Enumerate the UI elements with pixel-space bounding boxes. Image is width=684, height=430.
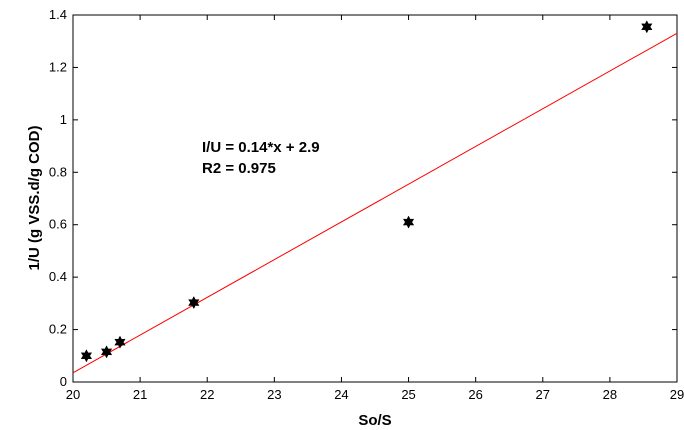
y-tick-label: 0.8 [49,164,67,179]
y-tick-label: 1.2 [49,59,67,74]
data-point-star [402,215,415,229]
data-point-star [80,349,93,363]
y-tick-label: 0.6 [49,217,67,232]
x-axis-title: So/S [358,412,391,429]
x-tick-label: 24 [334,387,348,402]
axis-ticks [72,14,678,383]
y-tick-labels: 0 0.2 0.4 0.6 0.8 1 1.2 1.4 [49,7,67,389]
annotation-equation: I/U = 0.14*x + 2.9 [202,139,320,156]
data-point-star [188,296,200,310]
x-tick-label: 20 [66,387,80,402]
x-tick-label: 28 [603,387,617,402]
x-tick-label: 23 [267,387,281,402]
y-tick-label: 1 [60,112,67,127]
x-tick-label: 27 [536,387,550,402]
fit-line [72,32,678,374]
y-axis-title: 1/U (g VSS.d/g COD) [26,125,43,270]
data-point-star [100,345,113,359]
y-tick-label: 0.4 [49,269,67,284]
y-tick-label: 0.2 [49,322,67,337]
plot-area [72,14,678,383]
annotation-r2: R2 = 0.975 [202,160,276,177]
y-tick-label: 0 [60,374,67,389]
series-layer [72,20,678,374]
data-point-star [114,335,126,349]
y-tick-label: 1.4 [49,7,67,22]
x-tick-label: 26 [468,387,482,402]
x-tick-label: 22 [200,387,214,402]
x-tick-label: 21 [133,387,147,402]
data-point-star [641,20,653,34]
x-tick-labels: 20 21 22 23 24 25 26 27 28 29 [66,387,684,402]
x-tick-label: 29 [670,387,684,402]
x-tick-label: 25 [401,387,415,402]
